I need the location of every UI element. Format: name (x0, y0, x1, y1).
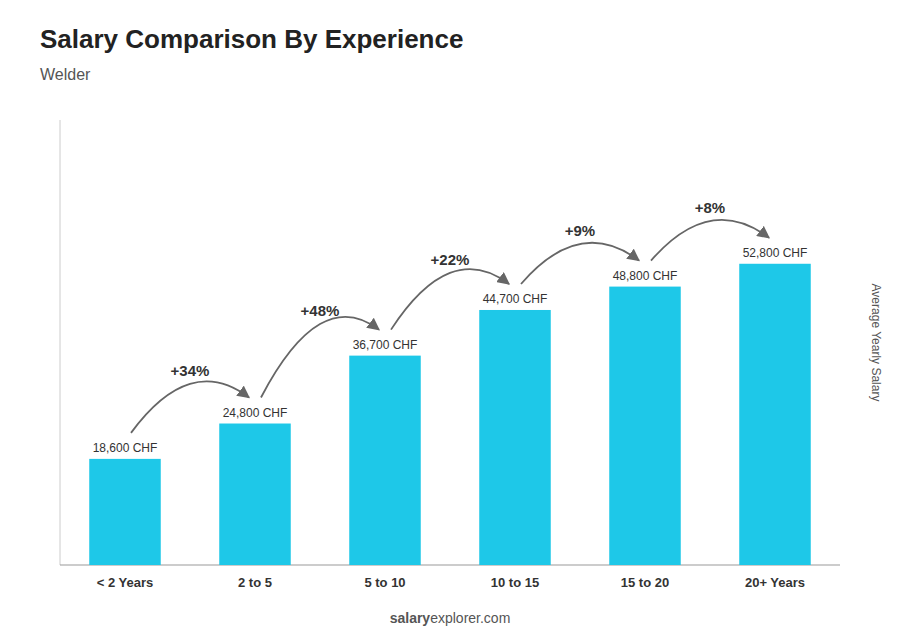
growth-arrow (391, 269, 509, 330)
growth-arrow (651, 220, 769, 261)
data-label: 36,700 CHF (353, 338, 418, 352)
bar (739, 264, 811, 565)
subtitle: Welder (40, 66, 91, 83)
x-axis-line (60, 565, 840, 566)
x-tick-label: 5 to 10 (364, 575, 405, 590)
bar (89, 459, 161, 565)
annotation: +9% (565, 222, 595, 239)
data-label: 18,600 CHF (93, 441, 158, 455)
bar (219, 424, 291, 565)
x-tick-label: 15 to 20 (621, 575, 669, 590)
data-label: 52,800 CHF (743, 246, 808, 260)
x-tick-label: 20+ Years (745, 575, 805, 590)
y-axis-label: Average Yearly Salary (869, 284, 883, 402)
bar (609, 287, 681, 565)
annotation: +8% (695, 199, 725, 216)
annotation: +22% (431, 251, 470, 268)
bar (479, 310, 551, 565)
growth-arrow (521, 243, 639, 284)
annotation: +34% (171, 362, 210, 379)
x-tick-label: < 2 Years (97, 575, 154, 590)
x-tick-label: 10 to 15 (491, 575, 539, 590)
footer-part: explorer (430, 610, 481, 626)
growth-arrow (131, 381, 249, 433)
y-axis-line (60, 120, 61, 565)
x-tick-label: 2 to 5 (238, 575, 272, 590)
data-label: 24,800 CHF (223, 406, 288, 420)
bar (349, 356, 421, 565)
footer: salaryexplorer.com (390, 610, 511, 626)
data-label: 48,800 CHF (613, 269, 678, 283)
title: Salary Comparison By Experience (40, 24, 463, 54)
footer-part: salary (390, 610, 431, 626)
chart: Salary Comparison By Experience Welder < 2… (0, 0, 900, 641)
annotation: +48% (301, 302, 340, 319)
growth-arrow (261, 317, 379, 398)
data-label: 44,700 CHF (483, 292, 548, 306)
footer-part: .com (480, 610, 510, 626)
